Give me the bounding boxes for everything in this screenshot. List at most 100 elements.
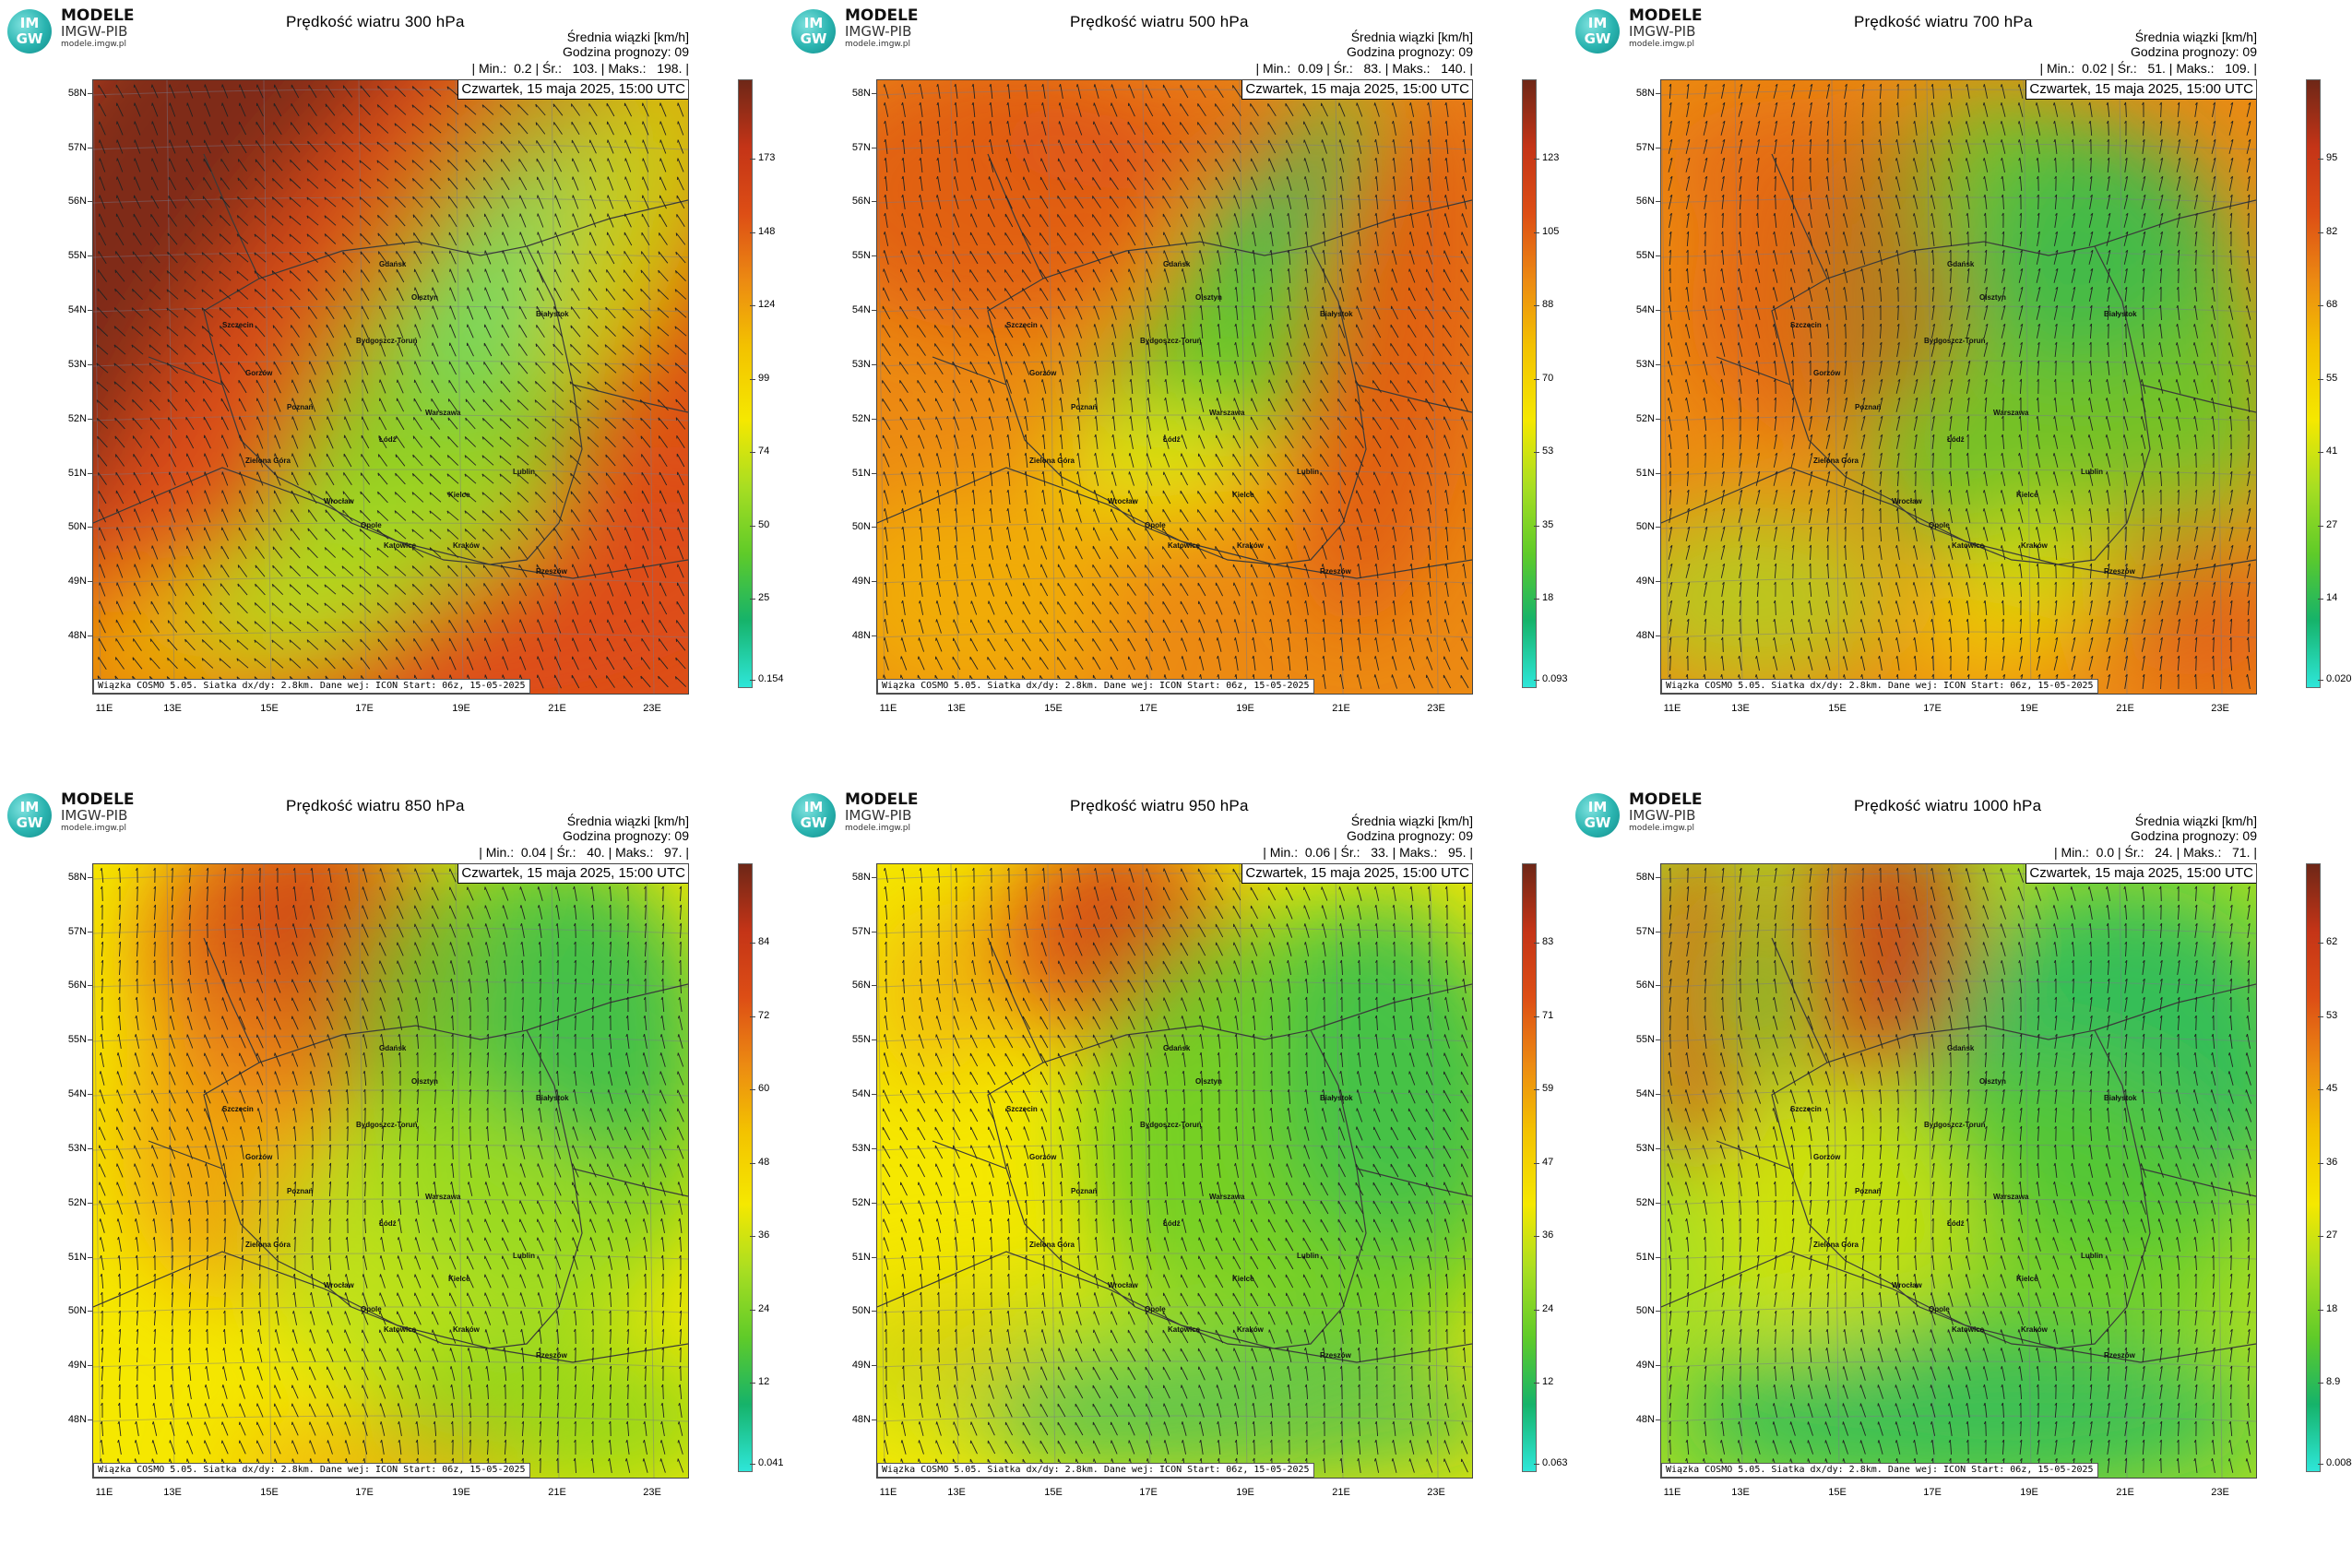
city-label: Gorzów [1029, 369, 1057, 377]
lon-tick-label: 23E [643, 703, 661, 714]
stat-avg: 33. [1371, 845, 1389, 860]
brand-line2: IMGW-PIB [845, 23, 912, 40]
city-label: Wrocław [1108, 1281, 1139, 1289]
lon-tick-label: 13E [947, 703, 966, 714]
stats-line: | Min.: 0.02 | Śr.: 51. | Maks.: 109. | [2039, 61, 2257, 76]
lon-tick-label: 11E [1663, 1487, 1681, 1498]
city-label: Wrocław [1892, 497, 1923, 505]
country-borders [93, 937, 688, 1363]
colorbar-tick-label: 0.041 [750, 1457, 784, 1468]
colorbar-tick-label: 0.093 [1534, 673, 1568, 684]
city-label: Rzeszów [2104, 1351, 2136, 1360]
imgw-logo: IM GW [7, 9, 52, 53]
colorbar [738, 79, 753, 688]
city-label: Gdańsk [1947, 1044, 1975, 1052]
model-credit: Wiązka COSMO 5.05. Siatka dx/dy: 2.8km. … [877, 679, 1314, 694]
lat-tick-label: 58N [52, 88, 92, 99]
lat-tick-label: 57N [1620, 926, 1660, 937]
speed-region [471, 864, 688, 1159]
city-label: Lublin [1297, 468, 1319, 476]
colorbar-tick-label: 36 [2317, 1156, 2338, 1168]
colorbar-tick-label: 8.9 [2317, 1376, 2341, 1387]
lon-tick-label: 17E [1139, 1487, 1158, 1498]
lon-tick-label: 15E [1044, 703, 1063, 714]
city-label: Gdańsk [1947, 260, 1975, 268]
colorbar [2306, 863, 2321, 1472]
lon-tick-label: 21E [1332, 1487, 1350, 1498]
city-label: Zielona Góra [1813, 1241, 1859, 1249]
panel-title: Prędkość wiatru 500 hPa [1070, 13, 1249, 30]
city-label: Lublin [513, 468, 535, 476]
colorbar-tick-label: 27 [2317, 518, 2338, 530]
stat-avg: 24. [2155, 845, 2173, 860]
city-label: Opole [1145, 521, 1166, 529]
colorbar-tick-label: 74 [749, 445, 770, 457]
lat-tick-label: 55N [1620, 250, 1660, 261]
lon-tick-label: 11E [1663, 703, 1681, 714]
colorbar [1522, 863, 1537, 1472]
unit-label: Średnia wiązki [km/h] [2134, 30, 2257, 44]
lat-tick-label: 48N [52, 630, 92, 641]
colorbar-tick-label: 60 [749, 1083, 770, 1094]
stat-min: 0.09 [1298, 61, 1324, 76]
city-label: Opole [361, 1305, 382, 1313]
speed-region [1274, 883, 1472, 1252]
lat-tick-label: 51N [836, 1252, 876, 1263]
lat-tick-label: 48N [836, 630, 876, 641]
city-label: Gdańsk [379, 260, 407, 268]
colorbar-tick-label: 14 [2317, 592, 2338, 603]
brand-block: MODELE IMGW-PIB modele.imgw.pl [845, 7, 919, 50]
city-label: Bydgoszcz-Toruń [1140, 337, 1202, 345]
stat-avg: 83. [1363, 61, 1382, 76]
brand-block: MODELE IMGW-PIB modele.imgw.pl [845, 791, 919, 834]
lon-tick-label: 21E [548, 1487, 566, 1498]
colorbar-tick-label: 12 [1533, 1376, 1554, 1387]
forecast-date: Czwartek, 15 maja 2025, 15:00 UTC [1241, 80, 1472, 100]
wind-arrows [1667, 83, 2251, 690]
lat-tick-label: 52N [836, 413, 876, 424]
lat-tick-label: 56N [836, 196, 876, 207]
city-label: Białystok [1320, 310, 1353, 318]
city-label: Łódź [1947, 1219, 1965, 1228]
colorbar [2306, 79, 2321, 688]
map-area: Szczecin Gdańsk Olsztyn Białystok Bydgoszcz-… [1660, 79, 2257, 695]
city-label: Łódź [1163, 1219, 1181, 1228]
city-label: Bydgoszcz-Toruń [1924, 1121, 1986, 1129]
model-credit: Wiązka COSMO 5.05. Siatka dx/dy: 2.8km. … [1661, 679, 2098, 694]
lon-tick-label: 23E [1427, 703, 1445, 714]
logo-text-top: IM [19, 799, 40, 815]
city-label: Warszawa [425, 1193, 461, 1201]
brand-line1: MODELE [1629, 6, 1703, 25]
city-label: Kraków [453, 1325, 481, 1334]
lon-tick-label: 19E [1236, 1487, 1254, 1498]
colorbar-tick-label: 24 [749, 1302, 770, 1314]
wind-field-map: Szczecin Gdańsk Olsztyn Białystok Bydgoszcz-… [1661, 80, 2256, 694]
lon-tick-label: 21E [548, 703, 566, 714]
panel-title: Prędkość wiatru 850 hPa [286, 797, 465, 814]
unit-label: Średnia wiązki [km/h] [566, 814, 689, 828]
lon-tick-label: 21E [2116, 703, 2134, 714]
brand-url: modele.imgw.pl [1629, 824, 1695, 833]
brand-block: MODELE IMGW-PIB modele.imgw.pl [1629, 7, 1703, 50]
lat-tick-label: 49N [836, 576, 876, 587]
city-label: Katowice [1952, 1325, 1985, 1334]
wind-arrows [96, 84, 687, 689]
forecast-date: Czwartek, 15 maja 2025, 15:00 UTC [2025, 864, 2256, 884]
forecast-hour: Godzina prognozy: 09 [1347, 44, 1473, 59]
graticule [93, 80, 688, 694]
logo-text-bottom: GW [1584, 30, 1611, 47]
city-label: Opole [1145, 1305, 1166, 1313]
lon-tick-label: 11E [95, 1487, 113, 1498]
brand-url: modele.imgw.pl [61, 40, 127, 49]
unit-label: Średnia wiązki [km/h] [1350, 30, 1473, 44]
city-label: Olsztyn [411, 293, 438, 302]
city-label: Zielona Góra [1813, 457, 1859, 465]
colorbar-tick-label: 50 [749, 518, 770, 530]
lon-tick-label: 23E [2211, 1487, 2229, 1498]
colorbar-tick-label: 36 [1533, 1229, 1554, 1241]
map-area: Szczecin Gdańsk Olsztyn Białystok Bydgoszcz-… [1660, 863, 2257, 1479]
lat-tick-label: 48N [1620, 1414, 1660, 1425]
speed-region [93, 80, 543, 643]
imgw-logo: IM GW [791, 9, 836, 53]
wind-field-map: Szczecin Gdańsk Olsztyn Białystok Bydgoszcz-… [93, 864, 688, 1478]
